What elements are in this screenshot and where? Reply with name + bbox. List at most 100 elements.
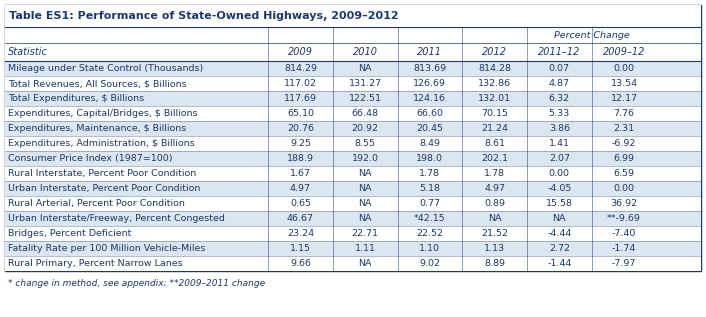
Text: 23.24: 23.24 [287, 229, 314, 238]
Text: 3.86: 3.86 [549, 124, 570, 133]
Text: 9.66: 9.66 [290, 259, 311, 268]
Text: 9.25: 9.25 [290, 139, 311, 148]
Text: 813.69: 813.69 [413, 64, 446, 73]
Text: 8.61: 8.61 [484, 139, 505, 148]
Text: -7.40: -7.40 [612, 229, 636, 238]
Text: 4.97: 4.97 [484, 184, 505, 193]
Text: 20.76: 20.76 [287, 124, 314, 133]
Text: 122.51: 122.51 [349, 94, 382, 103]
Bar [5, 91, 701, 106]
Text: 8.55: 8.55 [354, 139, 376, 148]
Text: -7.97: -7.97 [612, 259, 636, 268]
Bar [5, 181, 701, 196]
Text: 202.1: 202.1 [481, 154, 508, 163]
Text: 814.28: 814.28 [478, 64, 511, 73]
Bar [5, 196, 701, 211]
Text: NA: NA [553, 214, 566, 223]
Text: 0.07: 0.07 [549, 64, 570, 73]
Text: 0.00: 0.00 [549, 169, 570, 178]
Text: NA: NA [359, 214, 372, 223]
Text: Urban Interstate/Freeway, Percent Congested: Urban Interstate/Freeway, Percent Conges… [8, 214, 225, 223]
Text: 188.9: 188.9 [287, 154, 314, 163]
Text: 12.17: 12.17 [611, 94, 638, 103]
Text: 1.78: 1.78 [484, 169, 505, 178]
Bar [5, 211, 701, 226]
Bar [5, 151, 701, 166]
Text: -4.44: -4.44 [547, 229, 572, 238]
Text: 1.78: 1.78 [419, 169, 441, 178]
Text: Total Expenditures, $ Billions: Total Expenditures, $ Billions [8, 94, 144, 103]
Text: NA: NA [359, 64, 372, 73]
Bar [5, 27, 701, 43]
Text: 4.97: 4.97 [290, 184, 311, 193]
Bar [5, 106, 701, 121]
Text: -1.74: -1.74 [612, 244, 636, 253]
Text: * change in method, see appendix; **2009–2011 change: * change in method, see appendix; **2009… [8, 279, 265, 288]
Text: 132.01: 132.01 [478, 94, 511, 103]
Bar [5, 5, 701, 271]
Text: 0.89: 0.89 [484, 199, 505, 208]
Bar [5, 256, 701, 271]
Text: 131.27: 131.27 [349, 79, 382, 88]
Bar [5, 43, 701, 61]
Text: 2011–12: 2011–12 [538, 47, 580, 57]
Text: Mileage under State Control (Thousands): Mileage under State Control (Thousands) [8, 64, 203, 73]
Text: 2009: 2009 [288, 47, 313, 57]
Text: Expenditures, Capital/Bridges, $ Billions: Expenditures, Capital/Bridges, $ Billion… [8, 109, 198, 118]
Text: 46.67: 46.67 [287, 214, 314, 223]
Text: 8.49: 8.49 [419, 139, 441, 148]
Text: 20.92: 20.92 [352, 124, 378, 133]
Text: 814.29: 814.29 [284, 64, 317, 73]
Text: Consumer Price Index (1987=100): Consumer Price Index (1987=100) [8, 154, 172, 163]
Text: 192.0: 192.0 [352, 154, 378, 163]
Text: 1.67: 1.67 [290, 169, 311, 178]
Text: NA: NA [359, 199, 372, 208]
Text: 132.86: 132.86 [478, 79, 511, 88]
Text: 22.52: 22.52 [417, 229, 443, 238]
Text: 117.02: 117.02 [284, 79, 317, 88]
Text: 126.69: 126.69 [414, 79, 446, 88]
Bar [5, 241, 701, 256]
Text: 0.65: 0.65 [290, 199, 311, 208]
Text: -1.44: -1.44 [547, 259, 572, 268]
Text: 124.16: 124.16 [414, 94, 446, 103]
Text: 21.24: 21.24 [481, 124, 508, 133]
Text: 117.69: 117.69 [284, 94, 317, 103]
Text: Table ES1: Performance of State-Owned Highways, 2009–2012: Table ES1: Performance of State-Owned Hi… [9, 11, 399, 21]
Text: 198.0: 198.0 [417, 154, 443, 163]
Text: 66.48: 66.48 [352, 109, 378, 118]
Text: 1.11: 1.11 [354, 244, 376, 253]
Text: *42.15: *42.15 [414, 214, 445, 223]
Text: 1.10: 1.10 [419, 244, 441, 253]
Text: 2009–12: 2009–12 [603, 47, 645, 57]
Text: Statistic: Statistic [8, 47, 48, 57]
Text: 6.32: 6.32 [549, 94, 570, 103]
Text: 2.07: 2.07 [549, 154, 570, 163]
Bar [5, 76, 701, 91]
Text: Rural Interstate, Percent Poor Condition: Rural Interstate, Percent Poor Condition [8, 169, 196, 178]
Text: 13.54: 13.54 [611, 79, 638, 88]
Text: Expenditures, Maintenance, $ Billions: Expenditures, Maintenance, $ Billions [8, 124, 186, 133]
Text: 66.60: 66.60 [417, 109, 443, 118]
Text: 5.18: 5.18 [419, 184, 441, 193]
Bar [5, 166, 701, 181]
Text: 15.58: 15.58 [546, 199, 573, 208]
Text: 0.00: 0.00 [614, 184, 635, 193]
Text: 0.77: 0.77 [419, 199, 441, 208]
Text: **-9.69: **-9.69 [607, 214, 641, 223]
Text: 4.87: 4.87 [549, 79, 570, 88]
Text: 21.52: 21.52 [481, 229, 508, 238]
Text: Total Revenues, All Sources, $ Billions: Total Revenues, All Sources, $ Billions [8, 79, 186, 88]
Bar [5, 5, 701, 27]
Text: 1.13: 1.13 [484, 244, 505, 253]
Text: Urban Interstate, Percent Poor Condition: Urban Interstate, Percent Poor Condition [8, 184, 201, 193]
Bar [5, 121, 701, 136]
Text: 0.00: 0.00 [614, 64, 635, 73]
Text: 6.99: 6.99 [614, 154, 635, 163]
Text: 9.02: 9.02 [419, 259, 441, 268]
Bar [5, 226, 701, 241]
Text: 8.89: 8.89 [484, 259, 505, 268]
Bar [5, 136, 701, 151]
Text: Percent Change: Percent Change [554, 30, 630, 40]
Text: NA: NA [359, 169, 372, 178]
